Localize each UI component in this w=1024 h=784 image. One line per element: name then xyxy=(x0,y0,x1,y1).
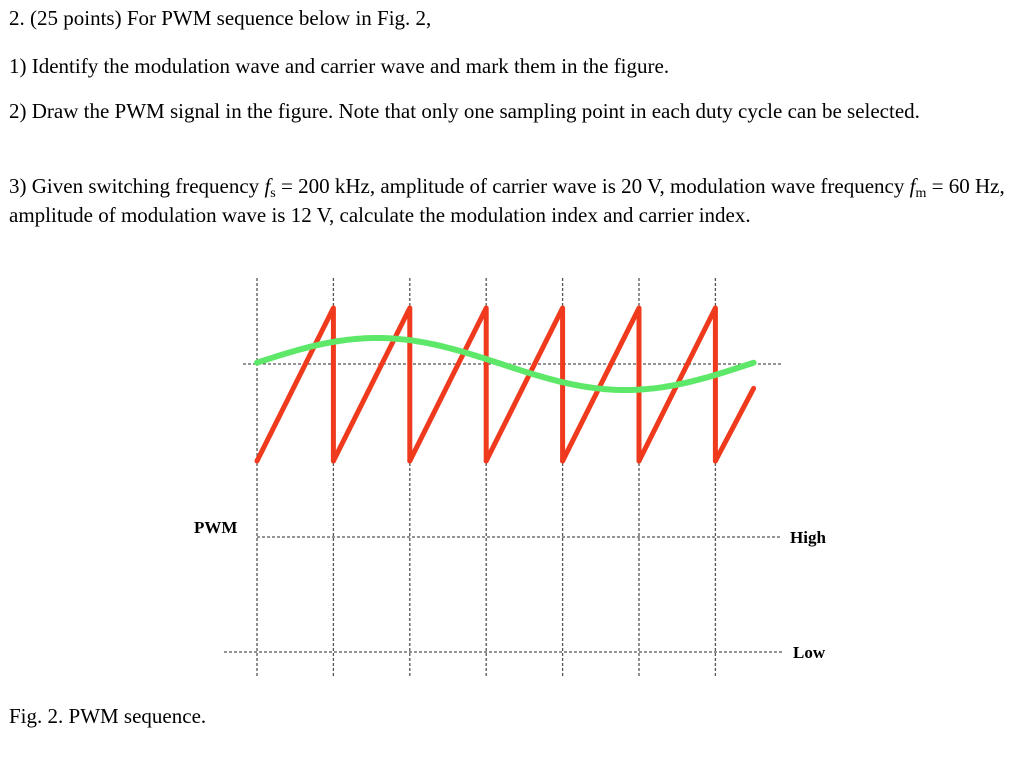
fs-symbol: f xyxy=(264,174,271,198)
carrier-period xyxy=(560,305,642,464)
question-2: 2) Draw the PWM signal in the figure. No… xyxy=(9,99,920,123)
fm-symbol: f xyxy=(909,174,916,198)
pwm-label: PWM xyxy=(194,518,237,537)
low-label: Low xyxy=(793,643,826,662)
modulation-wave xyxy=(254,335,757,393)
carrier-wave xyxy=(254,305,757,464)
question-3: 3) Given switching frequency fs = 200 kH… xyxy=(9,172,1009,230)
carrier-period xyxy=(407,305,489,464)
q3-text-2: = 200 kHz, amplitude of carrier wave is … xyxy=(275,174,910,198)
fs-subscript: s xyxy=(270,186,276,201)
q3-text-3: = 60 Hz, amplitude of modulation wave is… xyxy=(9,174,1005,227)
carrier-period xyxy=(483,305,566,464)
carrier-tail xyxy=(712,385,757,464)
carrier-period xyxy=(254,305,336,464)
carrier-period xyxy=(636,305,718,464)
carrier-period xyxy=(330,305,413,464)
q3-text-1: 3) Given switching frequency xyxy=(9,174,265,198)
pwm-figure: PWM High Low xyxy=(194,278,826,676)
high-label: High xyxy=(790,528,826,547)
figure-caption: Fig. 2. PWM sequence. xyxy=(9,704,207,728)
problem-title: 2. (25 points) For PWM sequence below in… xyxy=(9,6,432,30)
question-1: 1) Identify the modulation wave and carr… xyxy=(9,54,670,78)
fm-subscript: m xyxy=(915,186,927,201)
